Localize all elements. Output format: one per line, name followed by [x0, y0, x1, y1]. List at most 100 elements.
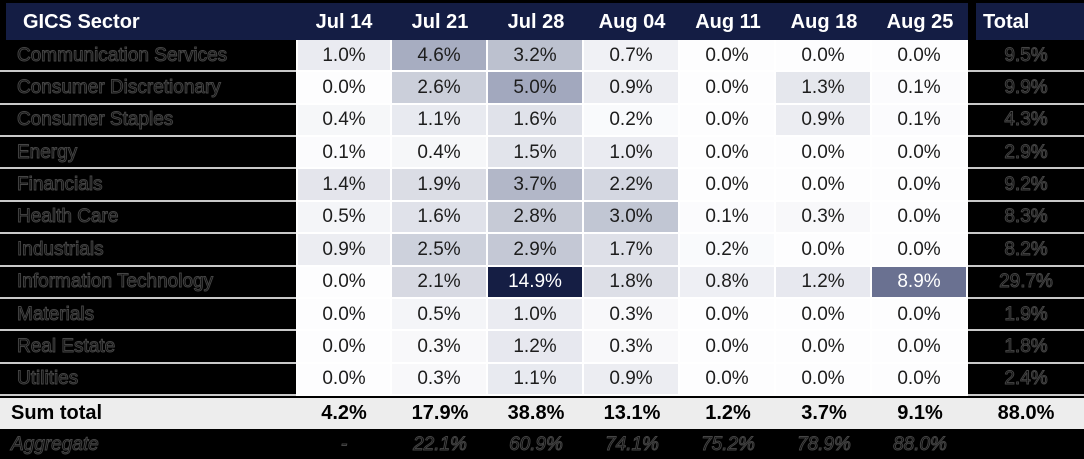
heatmap-cell: 0.0% [776, 363, 872, 396]
sum-total-value: 17.9% [411, 402, 469, 425]
table-row: Materials 0.0% 0.5% 1.0% 0.3% 0.0% 0.0% 0.0% 1.9… [0, 298, 1084, 332]
aggregate-total-cell [968, 431, 1084, 459]
heatmap-cell: 0.0% [872, 201, 968, 235]
heatmap-cell: 0.0% [296, 266, 392, 299]
heatmap-cell: 0.8% [680, 266, 776, 299]
column-header-week: Jul 14 [315, 10, 373, 33]
table-row: Consumer Staples 0.4% 1.1% 1.6% 0.2% 0.0% 0.9%… [0, 104, 1084, 138]
heatmap-cell: 0.3% [392, 363, 488, 396]
column-header-week: Aug 11 [695, 10, 761, 33]
heatmap-cell: 0.0% [296, 363, 392, 396]
table-row: Financials 1.4% 1.9% 3.7% 2.2% 0.0% 0.0% 0.0% 9.… [0, 169, 1084, 202]
sector-label: Information Technology [0, 266, 296, 299]
heatmap-cell: 0.0% [776, 137, 872, 170]
heatmap-cell: 0.9% [584, 363, 680, 396]
table-row: Information Technology 0.0% 2.1% 14.9% 1.8% 0… [0, 266, 1084, 299]
heatmap-cell: 0.0% [680, 169, 776, 202]
column-header-week: Aug 25 [886, 10, 954, 33]
sector-label: Utilities [0, 363, 296, 396]
sum-total-value: 13.1% [603, 402, 661, 425]
heatmap-cell: 1.9% [392, 169, 488, 202]
heatmap-cell: 0.0% [680, 137, 776, 170]
heatmap-cell: 2.2% [584, 169, 680, 202]
heatmap-cell: 0.0% [680, 72, 776, 105]
sum-total-value: 4.2% [321, 402, 367, 425]
divider [0, 428, 1084, 431]
column-header-week: Aug 04 [598, 10, 666, 33]
sum-total-label: Sum total [11, 402, 103, 425]
sum-total-value: 9.1% [897, 402, 943, 425]
heatmap-cell: 1.1% [392, 104, 488, 138]
sector-label: Health Care [0, 201, 296, 235]
table-row: Health Care 0.5% 1.6% 2.8% 3.0% 0.1% 0.3% 0.0% 8… [0, 201, 1084, 235]
heatmap-cell: 0.9% [296, 234, 392, 267]
heatmap-cell: 1.8% [584, 266, 680, 299]
sector-label: Consumer Discretionary [0, 72, 296, 105]
divider [0, 395, 1084, 398]
sector-label: Communication Services [0, 40, 296, 73]
sector-label: Real Estate [0, 331, 296, 364]
heatmap-cell: 2.8% [488, 201, 584, 235]
column-header-week: Jul 21 [411, 10, 469, 33]
row-total: 29.7% [968, 266, 1084, 299]
aggregate-row: Aggregate - 22.1% 60.9% 74.1% 75.2% 78.9% 88.0… [0, 430, 1084, 459]
heatmap-cell: 0.9% [584, 72, 680, 105]
heatmap-cell: 0.5% [392, 298, 488, 332]
row-total: 9.5% [968, 40, 1084, 73]
table-row: Industrials 0.9% 2.5% 2.9% 1.7% 0.2% 0.0% 0.0% 8… [0, 234, 1084, 267]
heatmap-cell: 0.1% [680, 201, 776, 235]
heatmap-cell: 0.2% [584, 104, 680, 138]
heatmap-cell: 0.0% [776, 234, 872, 267]
heatmap-cell: 1.6% [488, 104, 584, 138]
heatmap-cell: 0.3% [392, 331, 488, 364]
heatmap-cell: 1.2% [488, 331, 584, 364]
heatmap-cell: 2.1% [392, 266, 488, 299]
table-header-row: GICS Sector Jul 14 Jul 21 Jul 28 Aug 04 Aug … [0, 3, 1084, 40]
heatmap-cell: 1.1% [488, 363, 584, 396]
heatmap-cell: 1.0% [584, 137, 680, 170]
heatmap-cell: 0.0% [296, 298, 392, 332]
heatmap-cell: 1.6% [392, 201, 488, 235]
heatmap-cell: 1.2% [776, 266, 872, 299]
heatmap-cell: 2.9% [488, 234, 584, 267]
heatmap-cell: 0.0% [680, 40, 776, 73]
heatmap-cell: 1.0% [488, 298, 584, 332]
heatmap-cell: 1.5% [488, 137, 584, 170]
heatmap-cell: 0.1% [296, 137, 392, 170]
heatmap-cell: 0.0% [872, 234, 968, 267]
heatmap-cell: 0.0% [872, 331, 968, 364]
heatmap-cell: 0.0% [680, 331, 776, 364]
aggregate-value: 88.0% [893, 434, 948, 456]
heatmap-cell: 0.2% [680, 234, 776, 267]
sector-label: Energy [0, 137, 296, 170]
sum-total-grand-total: 88.0% [997, 402, 1055, 425]
table-row: Communication Services 1.0% 4.6% 3.2% 0.7% 0.… [0, 40, 1084, 73]
sum-total-row: Sum total 4.2% 17.9% 38.8% 13.1% 1.2% 3.7% 9.1… [0, 397, 1084, 429]
row-total: 8.2% [968, 234, 1084, 267]
aggregate-value: 75.2% [701, 434, 756, 456]
sum-total-value: 3.7% [801, 402, 847, 425]
row-total: 1.9% [968, 298, 1084, 332]
sector-rows: Communication Services 1.0% 4.6% 3.2% 0.7% 0.… [0, 40, 1084, 396]
row-total: 2.9% [968, 137, 1084, 170]
heatmap-cell: 0.7% [584, 40, 680, 73]
heatmap-cell: 3.2% [488, 40, 584, 73]
heatmap-cell: 0.1% [872, 72, 968, 105]
sum-total-value: 38.8% [507, 402, 565, 425]
aggregate-value: - [340, 434, 348, 456]
heatmap-cell: 0.1% [872, 104, 968, 138]
heatmap-cell: 1.4% [296, 169, 392, 202]
heatmap-cell: 0.3% [776, 201, 872, 235]
heatmap-cell: 0.4% [296, 104, 392, 138]
heatmap-cell: 0.0% [296, 331, 392, 364]
heatmap-cell: 5.0% [488, 72, 584, 105]
aggregate-label: Aggregate [11, 434, 100, 456]
sector-label: Industrials [0, 234, 296, 267]
heatmap-cell: 0.0% [776, 331, 872, 364]
aggregate-value: 22.1% [413, 434, 468, 456]
row-total: 4.3% [968, 104, 1084, 138]
row-total: 9.2% [968, 169, 1084, 202]
table-row: Energy 0.1% 0.4% 1.5% 1.0% 0.0% 0.0% 0.0% 2.9% [0, 137, 1084, 170]
aggregate-value: 74.1% [605, 434, 660, 456]
